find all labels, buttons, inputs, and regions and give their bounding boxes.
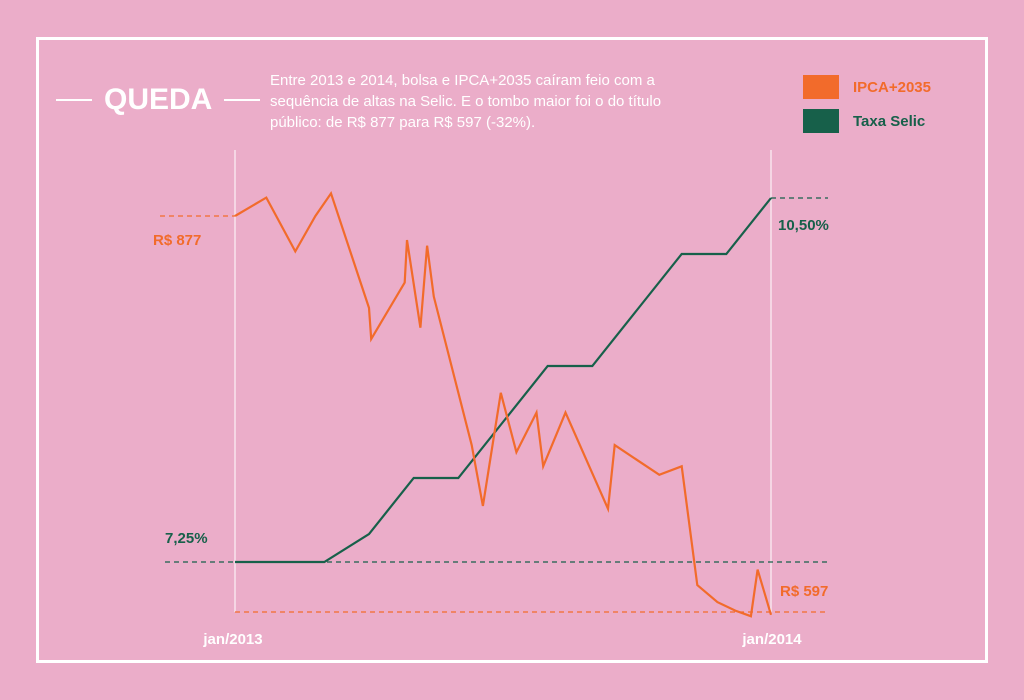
- selic-start-label: 7,25%: [165, 530, 208, 547]
- selic-end-label: 10,50%: [778, 217, 829, 234]
- legend-item-ipca: IPCA+2035: [803, 75, 931, 99]
- title-left-rule: [56, 99, 92, 101]
- legend-item-selic: Taxa Selic: [803, 109, 931, 133]
- legend-label-ipca: IPCA+2035: [853, 78, 931, 96]
- chart-frame: [36, 37, 988, 663]
- legend: IPCA+2035 Taxa Selic: [803, 75, 931, 143]
- title-text: QUEDA: [104, 83, 213, 116]
- chart-description: Entre 2013 e 2014, bolsa e IPCA+2035 caí…: [270, 72, 662, 131]
- x-tick-label-start: jan/2013: [202, 631, 262, 648]
- legend-label-selic: Taxa Selic: [853, 112, 926, 130]
- title-right-rule: [224, 99, 261, 101]
- chart-title: QUEDA: [56, 82, 261, 118]
- selic-series-line: [235, 197, 772, 564]
- ipca-end-label: R$ 597: [780, 583, 828, 600]
- legend-swatch-selic: [803, 109, 839, 133]
- ipca-series-line: [234, 190, 773, 618]
- x-tick-label-end: jan/2014: [741, 631, 802, 648]
- ipca-start-label: R$ 877: [153, 232, 201, 249]
- legend-swatch-ipca: [803, 75, 839, 99]
